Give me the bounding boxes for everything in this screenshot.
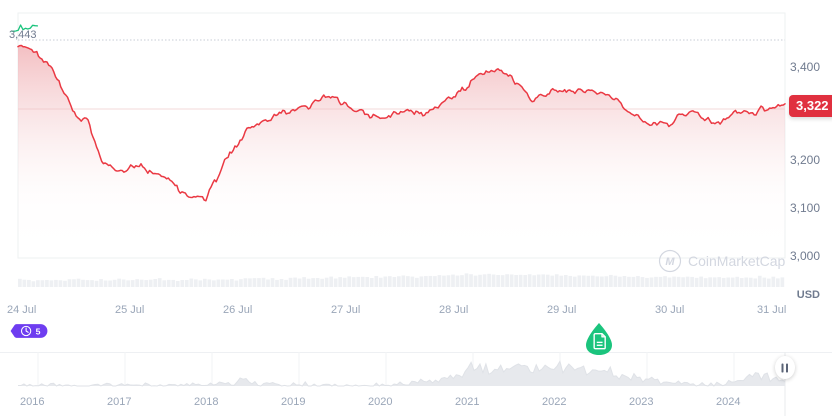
svg-text:5: 5	[36, 326, 41, 336]
